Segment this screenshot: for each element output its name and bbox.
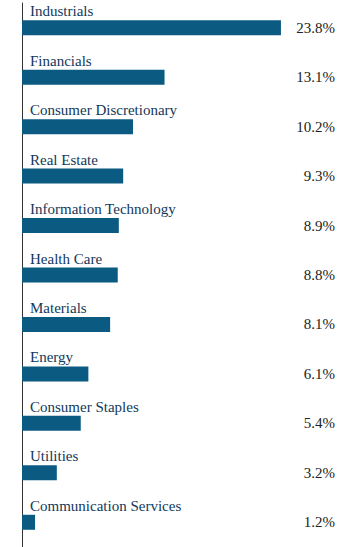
svg-text:8.8%: 8.8% <box>304 267 335 283</box>
svg-text:Financials: Financials <box>30 53 92 69</box>
svg-text:8.1%: 8.1% <box>304 316 335 332</box>
svg-text:9.3%: 9.3% <box>304 168 335 184</box>
svg-text:23.8%: 23.8% <box>296 20 335 36</box>
svg-text:1.2%: 1.2% <box>304 514 335 530</box>
svg-text:Materials: Materials <box>30 300 87 316</box>
svg-text:Real Estate: Real Estate <box>30 152 98 168</box>
svg-text:Industrials: Industrials <box>30 3 93 19</box>
svg-text:8.9%: 8.9% <box>304 218 335 234</box>
svg-text:Utilities: Utilities <box>30 448 78 464</box>
svg-text:10.2%: 10.2% <box>296 119 335 135</box>
svg-text:Information Technology: Information Technology <box>30 201 176 217</box>
svg-text:Consumer Discretionary: Consumer Discretionary <box>30 102 178 118</box>
svg-text:3.2%: 3.2% <box>304 465 335 481</box>
svg-text:Energy: Energy <box>30 349 74 365</box>
svg-text:Communication Services: Communication Services <box>30 498 181 514</box>
svg-text:5.4%: 5.4% <box>304 415 335 431</box>
svg-text:6.1%: 6.1% <box>304 366 335 382</box>
svg-text:Health Care: Health Care <box>30 251 102 267</box>
svg-text:13.1%: 13.1% <box>296 69 335 85</box>
svg-text:Consumer Staples: Consumer Staples <box>30 399 139 415</box>
